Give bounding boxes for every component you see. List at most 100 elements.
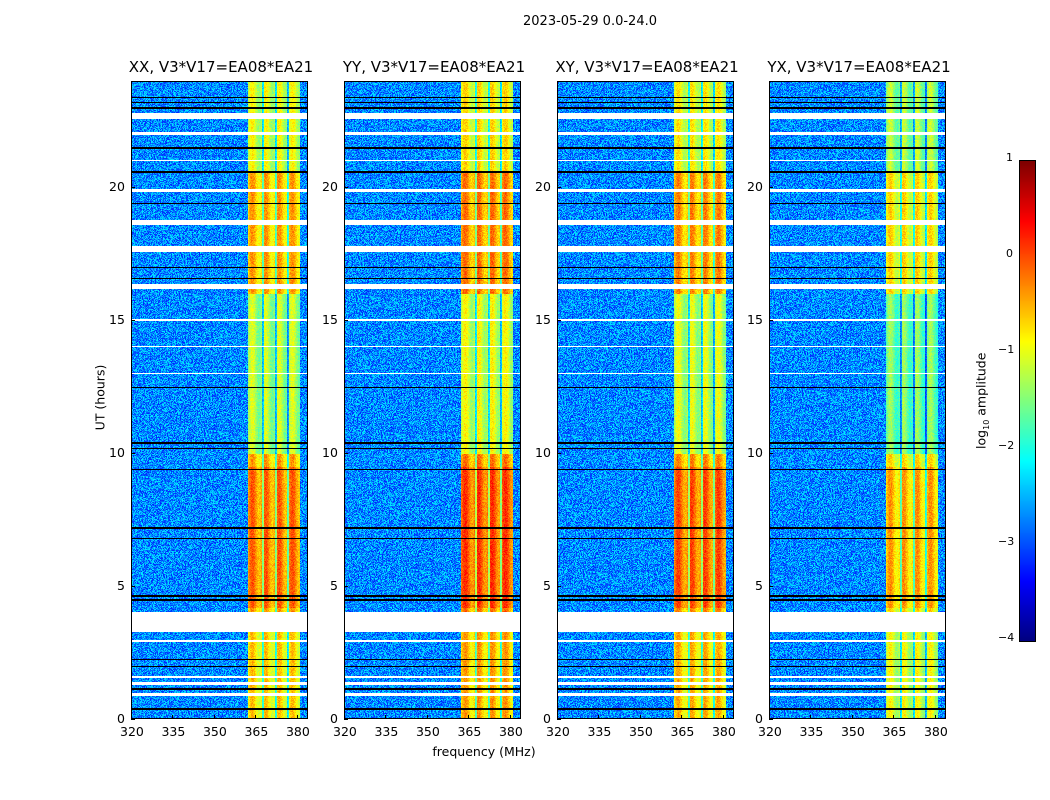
colorbar-tick-label: −3 (998, 535, 1015, 548)
y-tick-label: 5 (755, 578, 763, 594)
plot-frame (557, 81, 734, 719)
colorbar (1019, 160, 1036, 642)
x-tick-mark (934, 715, 936, 719)
x-tick-mark (639, 715, 641, 719)
waterfall-panel: XY, V3*V17=EA08*EA21 (555, 58, 739, 719)
colorbar-tick-label: 1 (1006, 151, 1013, 164)
y-tick-label: 5 (330, 578, 338, 594)
x-tick-label: 350 (840, 724, 865, 739)
y-tick-label: 20 (535, 179, 551, 195)
x-axis-label: frequency (MHz) (432, 744, 536, 759)
x-tick-label: 380 (923, 724, 948, 739)
y-tick-mark (131, 320, 135, 322)
panel-title: YX, V3*V17=EA08*EA21 (767, 58, 951, 76)
x-tick-mark (344, 715, 345, 719)
x-tick-mark (810, 715, 812, 719)
x-tick-mark (385, 715, 387, 719)
plot-frame (131, 81, 308, 719)
plot-frame (769, 81, 946, 719)
y-tick-label: 10 (322, 445, 338, 461)
figure-title: 2023-05-29 0.0-24.0 (523, 14, 657, 29)
x-tick-label: 335 (587, 724, 612, 739)
x-tick-label: 365 (670, 724, 695, 739)
x-tick-mark (681, 715, 683, 719)
x-tick-mark (468, 715, 470, 719)
x-tick-label: 365 (457, 724, 482, 739)
y-tick-mark (557, 320, 561, 322)
heatmap-image (769, 81, 946, 719)
colorbar-tick-label: −2 (998, 439, 1015, 452)
x-tick-mark (722, 715, 724, 719)
y-tick-label: 20 (109, 179, 125, 195)
y-tick-label: 20 (747, 179, 763, 195)
heatmap-image (344, 81, 521, 719)
x-tick-mark (172, 715, 174, 719)
x-tick-mark (296, 715, 298, 719)
x-tick-label: 320 (758, 724, 782, 739)
x-tick-label: 350 (415, 724, 440, 739)
y-tick-label: 10 (747, 445, 763, 461)
y-tick-mark (131, 586, 135, 588)
y-tick-mark (769, 187, 773, 189)
heatmap-image (557, 81, 734, 719)
x-tick-label: 380 (498, 724, 523, 739)
y-tick-mark (344, 320, 348, 322)
x-tick-label: 365 (244, 724, 269, 739)
y-tick-mark (344, 719, 348, 720)
x-tick-label: 335 (799, 724, 824, 739)
y-tick-label: 0 (755, 711, 763, 726)
y-tick-mark (769, 453, 773, 455)
y-tick-label: 5 (117, 578, 125, 594)
panel-title: XX, V3*V17=EA08*EA21 (128, 58, 314, 76)
y-tick-mark (769, 586, 773, 588)
x-tick-label: 320 (333, 724, 357, 739)
panel-title: XY, V3*V17=EA08*EA21 (555, 58, 739, 76)
y-tick-label: 15 (109, 312, 125, 328)
y-tick-mark (131, 453, 135, 455)
y-tick-mark (344, 187, 348, 189)
waterfall-panel: XX, V3*V17=EA08*EA21 (129, 58, 313, 719)
y-tick-mark (557, 187, 561, 189)
x-tick-label: 335 (161, 724, 186, 739)
x-tick-label: 335 (374, 724, 399, 739)
y-tick-label: 15 (322, 312, 338, 328)
waterfall-panel: YX, V3*V17=EA08*EA21 (767, 58, 951, 719)
x-tick-mark (213, 715, 215, 719)
y-tick-label: 10 (109, 445, 125, 461)
x-tick-mark (851, 715, 853, 719)
y-tick-label: 0 (543, 711, 551, 726)
x-tick-mark (426, 715, 428, 719)
y-tick-label: 0 (117, 711, 125, 726)
colorbar-tick-label: −1 (998, 343, 1015, 356)
y-tick-mark (557, 719, 561, 720)
y-tick-label: 0 (330, 711, 338, 726)
y-tick-label: 10 (535, 445, 551, 461)
y-tick-mark (344, 453, 348, 455)
y-tick-label: 5 (543, 578, 551, 594)
x-tick-mark (769, 715, 770, 719)
y-axis-label: UT (hours) (92, 364, 108, 431)
y-tick-mark (557, 586, 561, 588)
y-tick-mark (344, 586, 348, 588)
y-tick-mark (131, 187, 135, 189)
x-tick-mark (509, 715, 511, 719)
x-tick-label: 320 (546, 724, 570, 739)
y-tick-mark (769, 320, 773, 322)
colorbar-tick-label: 0 (1006, 247, 1013, 260)
heatmap-image (131, 81, 308, 719)
y-tick-label: 15 (747, 312, 763, 328)
x-tick-label: 350 (628, 724, 653, 739)
plot-frame (344, 81, 521, 719)
x-tick-mark (598, 715, 600, 719)
x-tick-mark (255, 715, 257, 719)
x-tick-label: 350 (202, 724, 227, 739)
colorbar-label: log10 amplitude (973, 352, 991, 449)
y-tick-mark (557, 453, 561, 455)
y-tick-mark (131, 719, 135, 720)
waterfall-panel: YY, V3*V17=EA08*EA21 (343, 58, 525, 719)
x-tick-mark (557, 715, 558, 719)
x-tick-label: 365 (882, 724, 907, 739)
colorbar-tick-label: −4 (998, 631, 1015, 644)
y-tick-label: 20 (322, 179, 338, 195)
